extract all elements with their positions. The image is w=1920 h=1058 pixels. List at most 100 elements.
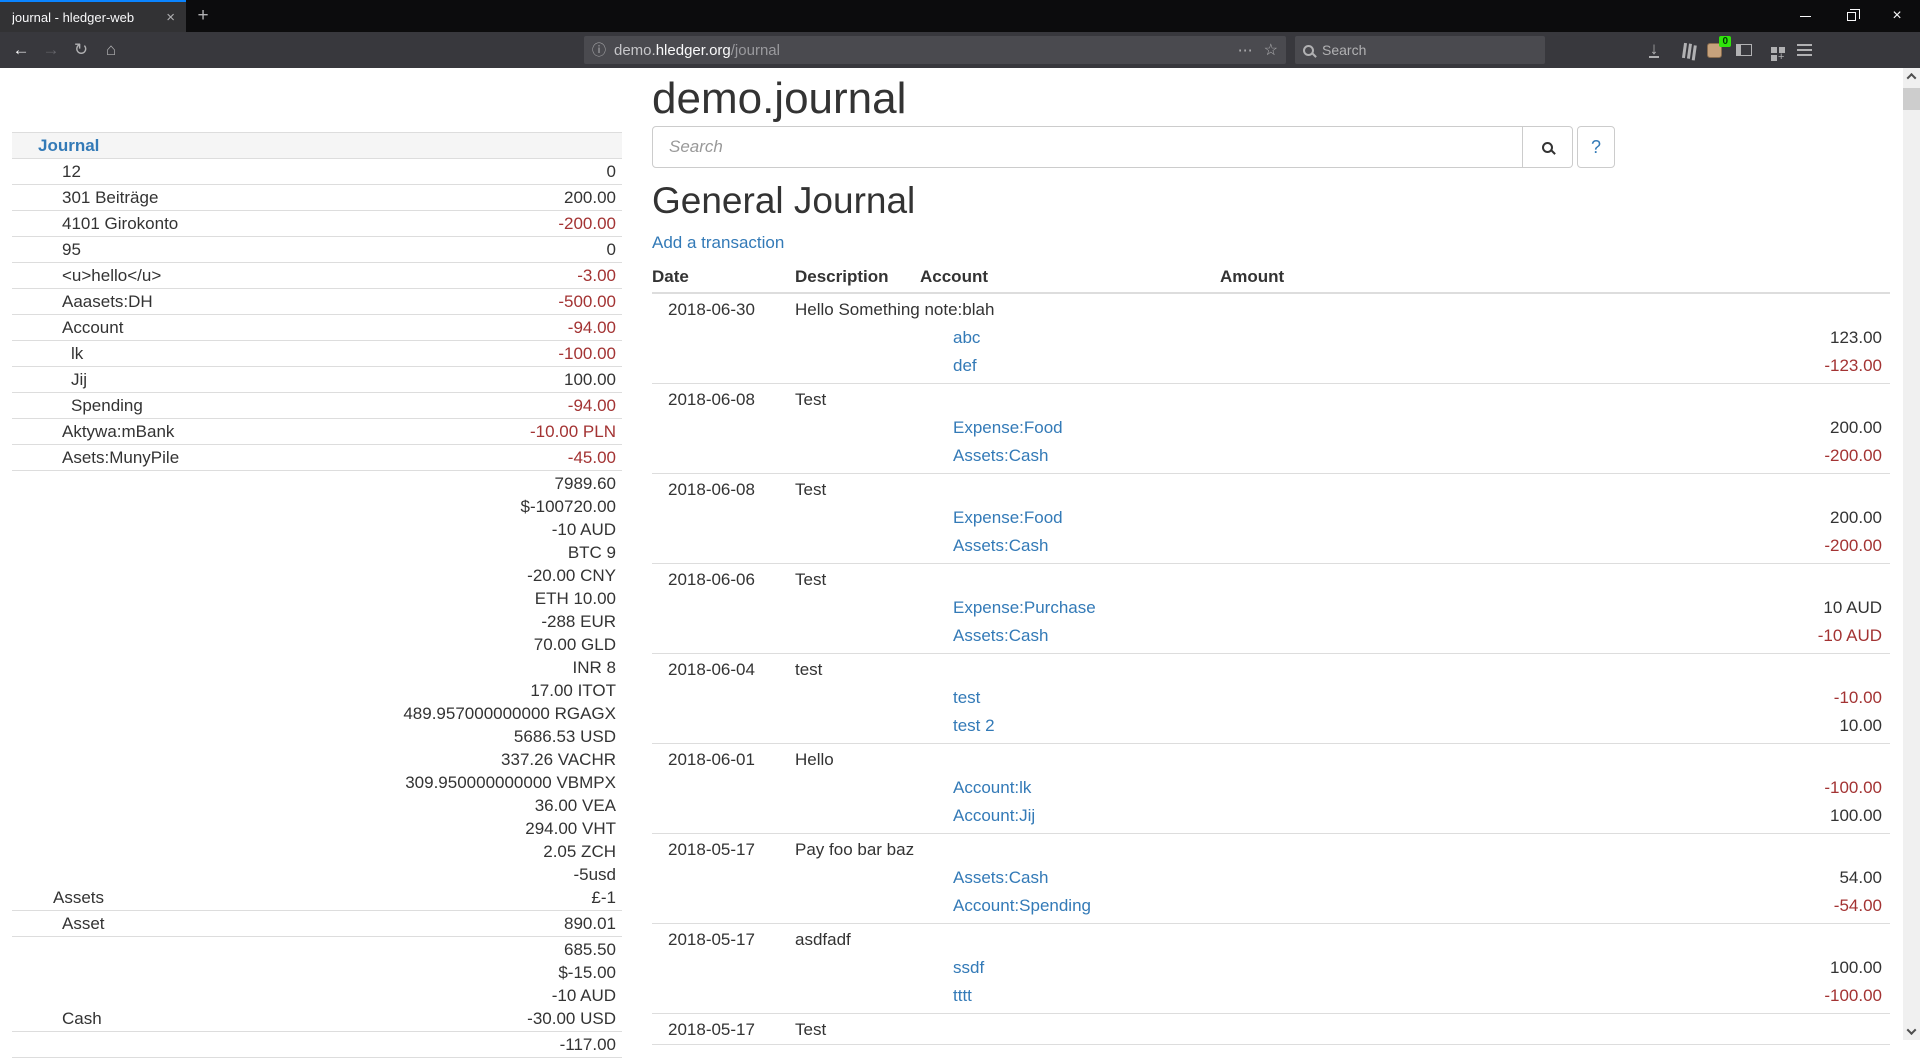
posting-account-link[interactable]: Account:Spending xyxy=(953,896,1091,915)
page-content: Journal 12 0 301 Beiträge 200.00 4101 Gi… xyxy=(0,68,1920,1040)
sidebar-account-link[interactable]: Spending xyxy=(12,394,143,417)
window-minimize-button[interactable] xyxy=(1782,0,1828,32)
transaction-title-row[interactable]: 2018-06-08 Test xyxy=(652,474,1890,505)
tab-close-icon[interactable]: × xyxy=(163,9,178,26)
sidebar-account-link[interactable]: Jij xyxy=(12,368,87,391)
sidebar-account-row[interactable]: Account -94.00 xyxy=(12,315,622,341)
forward-button[interactable]: → xyxy=(36,35,66,65)
scrollbar-thumb[interactable] xyxy=(1903,88,1920,110)
posting-amount: -100.00 xyxy=(1220,982,1890,1014)
bookmark-star-icon[interactable]: ☆ xyxy=(1264,40,1278,60)
sidebar-account-row[interactable]: Jij 100.00 xyxy=(12,367,622,393)
transaction-title-row[interactable]: 2018-06-01 Hello xyxy=(652,744,1890,775)
posting-amount: 10.00 xyxy=(1220,712,1890,744)
menu-button[interactable] xyxy=(1789,35,1819,65)
url-bar[interactable]: ⓘ demo.hledger.org/journal ⋯ ☆ xyxy=(584,36,1286,64)
transaction-block[interactable]: 2018-06-01 Hello Account:lk -100.00 Acco… xyxy=(652,744,1890,834)
sidebar-account-balance: -94.00 xyxy=(568,394,622,417)
sidebar-account-row[interactable]: 12 0 xyxy=(12,159,622,185)
sidebar-account-row[interactable]: Aaasets:DH -500.00 xyxy=(12,289,622,315)
sidebar-account-row[interactable]: 4101 Girokonto -200.00 xyxy=(12,211,622,237)
posting-account-link[interactable]: Account:Jij xyxy=(953,806,1035,825)
sidebar-account-row[interactable]: 301 Beiträge 200.00 xyxy=(12,185,622,211)
sidebar-account-row[interactable]: 95 0 xyxy=(12,237,622,263)
posting-account-link[interactable]: Assets:Cash xyxy=(953,868,1048,887)
reload-button[interactable]: ↻ xyxy=(66,35,96,65)
scroll-up-button[interactable] xyxy=(1903,68,1920,85)
window-close-button[interactable]: × xyxy=(1874,0,1920,32)
sidebar-account-link[interactable]: <u>hello</u> xyxy=(12,264,161,287)
posting-account-link[interactable]: Expense:Purchase xyxy=(953,598,1096,617)
sidebar-account-link[interactable]: Aktywa:mBank xyxy=(12,420,174,443)
sidebar-account-row[interactable]: Cash 685.50$-15.00-10 AUD-30.00 USD xyxy=(12,937,622,1032)
sidebar-toggle-button[interactable] xyxy=(1729,35,1759,65)
transaction-title-row[interactable]: 2018-06-04 test xyxy=(652,654,1890,685)
transaction-title-row[interactable]: 2018-06-06 Test xyxy=(652,564,1890,595)
window-restore-button[interactable] xyxy=(1828,0,1874,32)
sidebar-account-balance: 0 xyxy=(607,160,622,183)
transaction-block[interactable]: 2018-05-17 asdfadf ssdf 100.00 tttt -100… xyxy=(652,924,1890,1014)
posting-account-link[interactable]: tttt xyxy=(953,986,972,1005)
transaction-title-row[interactable]: 2018-06-08 Test xyxy=(652,384,1890,415)
home-button[interactable]: ⌂ xyxy=(96,35,126,65)
sidebar-account-row[interactable]: -117.00 xyxy=(12,1032,622,1058)
sidebar-account-row[interactable]: Asset 890.01 xyxy=(12,911,622,937)
journal-search-button[interactable] xyxy=(1523,126,1573,168)
library-button[interactable] xyxy=(1669,35,1699,65)
sidebar-account-row[interactable]: lk -100.00 xyxy=(12,341,622,367)
transaction-block[interactable]: 2018-06-08 Test Expense:Food 200.00 Asse… xyxy=(652,384,1890,474)
sidebar-account-link[interactable]: Cash xyxy=(12,1007,102,1030)
transaction-title-row[interactable]: 2018-05-17 Pay foo bar baz xyxy=(652,834,1890,865)
posting-account-link[interactable]: def xyxy=(953,356,977,375)
transaction-title-row[interactable]: 2018-05-17 asdfadf xyxy=(652,924,1890,955)
posting-account-link[interactable]: Assets:Cash xyxy=(953,446,1048,465)
posting-account-link[interactable]: ssdf xyxy=(953,958,984,977)
transaction-block[interactable]: 2018-06-08 Test Expense:Food 200.00 Asse… xyxy=(652,474,1890,564)
sidebar-account-link[interactable]: Aaasets:DH xyxy=(12,290,153,313)
journal-search-input[interactable] xyxy=(652,126,1523,168)
posting-row: Assets:Cash -200.00 xyxy=(652,532,1890,564)
downloads-button[interactable]: ↓ xyxy=(1639,35,1669,65)
transaction-block[interactable]: 2018-06-04 test test -10.00 test 2 10.00 xyxy=(652,654,1890,744)
sidebar-account-link[interactable]: Asset xyxy=(12,912,105,935)
page-actions-icon[interactable]: ⋯ xyxy=(1238,41,1254,59)
sidebar-account-link[interactable]: 4101 Girokonto xyxy=(12,212,178,235)
scroll-down-button[interactable] xyxy=(1903,1023,1920,1040)
posting-account-link[interactable]: Assets:Cash xyxy=(953,626,1048,645)
sidebar-account-link[interactable]: 95 xyxy=(12,238,81,261)
sidebar-account-row[interactable]: Aktywa:mBank -10.00 PLN xyxy=(12,419,622,445)
posting-account-link[interactable]: Account:lk xyxy=(953,778,1031,797)
browser-tab[interactable]: journal - hledger-web × xyxy=(0,0,186,32)
sidebar-account-link[interactable]: Assets xyxy=(12,886,104,909)
add-transaction-link[interactable]: Add a transaction xyxy=(652,230,784,256)
new-tab-button[interactable]: + xyxy=(186,0,220,32)
sidebar-account-row[interactable]: Spending -94.00 xyxy=(12,393,622,419)
sidebar-account-link[interactable]: Asets:MunyPile xyxy=(12,446,179,469)
site-info-icon[interactable]: ⓘ xyxy=(592,40,606,60)
sidebar-account-link[interactable]: 12 xyxy=(12,160,81,183)
posting-account-link[interactable]: Expense:Food xyxy=(953,508,1063,527)
sidebar-account-link[interactable]: lk xyxy=(12,342,83,365)
sidebar-account-row[interactable]: Asets:MunyPile -45.00 xyxy=(12,445,622,471)
transaction-title-row[interactable]: 2018-06-30 Hello Something note:blah xyxy=(652,293,1890,324)
transaction-block[interactable]: 2018-06-30 Hello Something note:blah abc… xyxy=(652,293,1890,384)
posting-account-link[interactable]: Assets:Cash xyxy=(953,536,1048,555)
sidebar-account-link[interactable]: 301 Beiträge xyxy=(12,186,158,209)
sidebar-account-link[interactable]: Account xyxy=(12,316,123,339)
search-help-button[interactable]: ? xyxy=(1577,126,1615,168)
posting-account-link[interactable]: test xyxy=(953,688,980,707)
posting-account-link[interactable]: test 2 xyxy=(953,716,995,735)
sidebar-account-row[interactable]: <u>hello</u> -3.00 xyxy=(12,263,622,289)
apps-grid-button[interactable] xyxy=(1759,35,1789,65)
transaction-block[interactable]: 2018-05-17 Pay foo bar baz Assets:Cash 5… xyxy=(652,834,1890,924)
posting-account-link[interactable]: Expense:Food xyxy=(953,418,1063,437)
back-button[interactable]: ← xyxy=(6,35,36,65)
extension-button[interactable]: 0 xyxy=(1699,35,1729,65)
posting-account-link[interactable]: abc xyxy=(953,328,980,347)
transaction-block[interactable]: 2018-06-06 Test Expense:Purchase 10 AUD … xyxy=(652,564,1890,654)
posting-row: ssdf 100.00 xyxy=(652,954,1890,982)
browser-search-bar[interactable]: Search xyxy=(1295,36,1545,64)
sidebar-journal-link[interactable]: Journal xyxy=(38,136,99,155)
page-scrollbar[interactable] xyxy=(1903,68,1920,1040)
